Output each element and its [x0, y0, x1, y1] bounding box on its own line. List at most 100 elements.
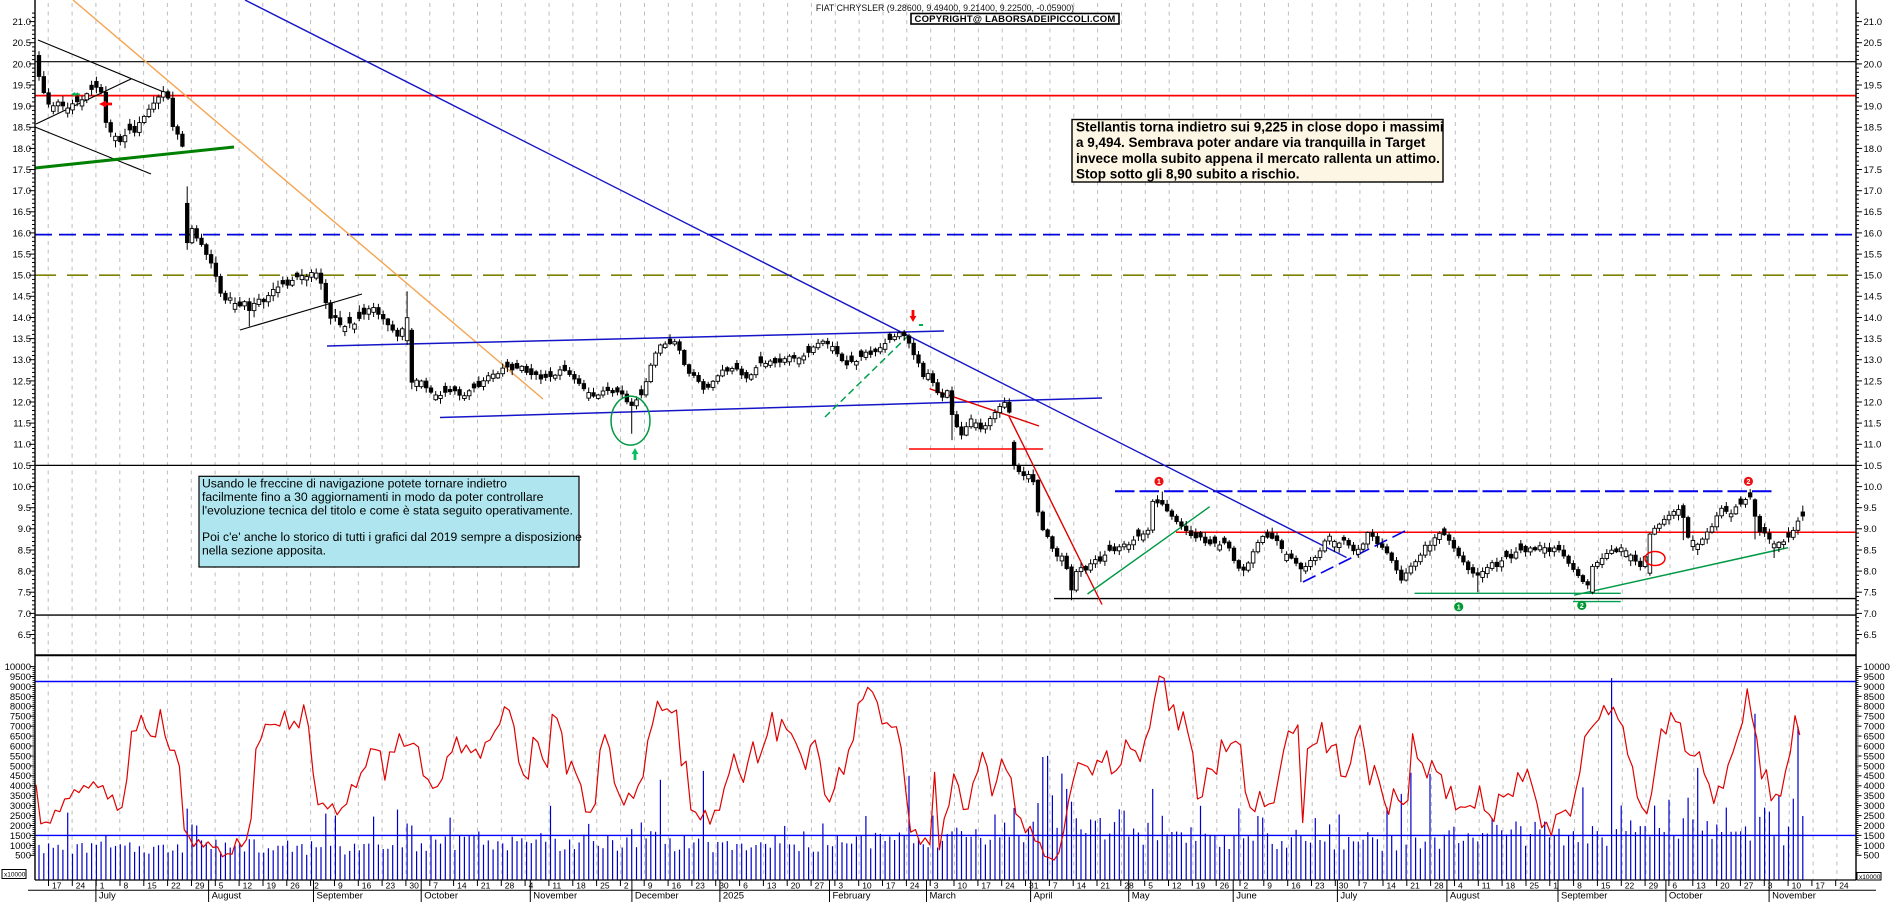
- svg-text:COPYRIGHT@ LABORSADEIPICCOLI.C: COPYRIGHT@ LABORSADEIPICCOLI.COM: [915, 14, 1116, 25]
- svg-text:2: 2: [1746, 479, 1750, 486]
- svg-text:4500: 4500: [1864, 771, 1885, 782]
- svg-text:June: June: [1236, 891, 1257, 902]
- svg-text:7.0: 7.0: [18, 609, 31, 620]
- svg-text:8.5: 8.5: [18, 545, 31, 556]
- svg-text:19.0: 19.0: [1864, 102, 1883, 113]
- svg-text:26: 26: [1220, 881, 1230, 891]
- svg-text:6: 6: [1672, 881, 1677, 891]
- svg-text:Poi c'e' anche lo storico di t: Poi c'e' anche lo storico di tutti i gra…: [202, 530, 582, 544]
- svg-text:30: 30: [719, 881, 729, 891]
- svg-text:17.5: 17.5: [1864, 165, 1883, 176]
- svg-text:17.0: 17.0: [13, 186, 32, 197]
- svg-text:7: 7: [1363, 881, 1368, 891]
- svg-text:3: 3: [838, 881, 843, 891]
- svg-text:3000: 3000: [1864, 801, 1885, 812]
- svg-text:9000: 9000: [1864, 682, 1885, 693]
- svg-text:7.0: 7.0: [1864, 609, 1877, 620]
- svg-text:3: 3: [934, 881, 939, 891]
- svg-text:3: 3: [1768, 881, 1773, 891]
- svg-text:9000: 9000: [10, 682, 31, 693]
- svg-text:6500: 6500: [1864, 732, 1885, 743]
- svg-text:8.0: 8.0: [1864, 567, 1877, 578]
- svg-text:a 9,494. Sembrava poter andare: a 9,494. Sembrava poter andare via tranq…: [1076, 135, 1426, 150]
- svg-text:23: 23: [386, 881, 396, 891]
- svg-text:7000: 7000: [10, 722, 31, 733]
- svg-text:July: July: [1340, 891, 1357, 902]
- svg-text:2025: 2025: [723, 891, 744, 902]
- svg-text:August: August: [212, 891, 242, 902]
- svg-text:29: 29: [1649, 881, 1659, 891]
- svg-text:14.5: 14.5: [13, 292, 32, 303]
- svg-text:14: 14: [457, 881, 467, 891]
- svg-text:5: 5: [219, 881, 224, 891]
- svg-text:2: 2: [624, 881, 629, 891]
- svg-text:10000: 10000: [5, 662, 31, 673]
- svg-text:5000: 5000: [10, 761, 31, 772]
- svg-text:27: 27: [1744, 881, 1754, 891]
- svg-text:9: 9: [648, 881, 653, 891]
- svg-text:April: April: [1034, 891, 1053, 902]
- svg-text:20.5: 20.5: [1864, 38, 1883, 49]
- svg-text:12: 12: [243, 881, 253, 891]
- svg-text:6500: 6500: [10, 732, 31, 743]
- svg-text:500: 500: [1864, 851, 1880, 862]
- svg-text:21: 21: [1101, 881, 1111, 891]
- svg-text:20.0: 20.0: [13, 59, 32, 70]
- svg-text:19.5: 19.5: [1864, 80, 1883, 91]
- svg-text:10: 10: [1792, 881, 1802, 891]
- svg-text:23: 23: [1315, 881, 1325, 891]
- svg-text:Usando le freccine di navigazi: Usando le freccine di navigazione potete…: [202, 477, 507, 491]
- svg-text:11: 11: [552, 881, 561, 891]
- svg-text:1000: 1000: [1864, 841, 1885, 852]
- svg-text:16: 16: [1291, 881, 1301, 891]
- svg-text:x10000: x10000: [4, 872, 26, 879]
- svg-text:16.5: 16.5: [1864, 207, 1883, 218]
- svg-text:24: 24: [1005, 881, 1015, 891]
- svg-text:18: 18: [576, 881, 586, 891]
- svg-text:26: 26: [290, 881, 300, 891]
- svg-text:March: March: [930, 891, 956, 902]
- svg-text:10.5: 10.5: [1864, 461, 1883, 472]
- svg-text:8: 8: [124, 881, 129, 891]
- svg-text:12.5: 12.5: [1864, 376, 1883, 387]
- svg-text:8.0: 8.0: [18, 567, 31, 578]
- svg-text:9.0: 9.0: [1864, 524, 1877, 535]
- svg-text:22: 22: [171, 881, 181, 891]
- svg-text:4: 4: [529, 881, 534, 891]
- svg-text:1500: 1500: [1864, 831, 1885, 842]
- svg-text:5500: 5500: [1864, 751, 1885, 762]
- svg-text:21.0: 21.0: [13, 17, 32, 28]
- svg-text:6000: 6000: [1864, 741, 1885, 752]
- svg-text:17: 17: [1815, 881, 1825, 891]
- svg-text:15: 15: [147, 881, 157, 891]
- svg-text:13.0: 13.0: [13, 355, 32, 366]
- svg-text:18.0: 18.0: [13, 144, 32, 155]
- svg-text:20.0: 20.0: [1864, 59, 1883, 70]
- svg-text:20: 20: [1720, 881, 1730, 891]
- svg-text:11: 11: [1482, 881, 1491, 891]
- svg-text:20: 20: [791, 881, 801, 891]
- svg-text:4000: 4000: [1864, 781, 1885, 792]
- svg-text:2000: 2000: [1864, 821, 1885, 832]
- svg-text:2000: 2000: [10, 821, 31, 832]
- svg-text:5000: 5000: [1864, 761, 1885, 772]
- svg-text:16.0: 16.0: [13, 228, 32, 239]
- svg-text:10.0: 10.0: [1864, 482, 1883, 493]
- svg-text:1500: 1500: [10, 831, 31, 842]
- svg-text:14: 14: [1077, 881, 1087, 891]
- svg-text:21: 21: [481, 881, 491, 891]
- svg-text:18.5: 18.5: [13, 123, 32, 134]
- svg-text:13: 13: [767, 881, 777, 891]
- svg-text:15.5: 15.5: [13, 250, 32, 261]
- svg-text:6.5: 6.5: [1864, 630, 1877, 641]
- svg-text:February: February: [833, 891, 871, 902]
- svg-text:11.5: 11.5: [13, 419, 31, 430]
- svg-text:15.5: 15.5: [1864, 250, 1883, 261]
- svg-text:23: 23: [695, 881, 705, 891]
- svg-text:5: 5: [1148, 881, 1153, 891]
- svg-text:invece molla subito appena il: invece molla subito appena il mercato ra…: [1076, 151, 1440, 166]
- svg-text:16.5: 16.5: [13, 207, 32, 218]
- svg-text:11.0: 11.0: [13, 440, 31, 451]
- svg-text:5500: 5500: [10, 751, 31, 762]
- svg-text:3500: 3500: [1864, 791, 1885, 802]
